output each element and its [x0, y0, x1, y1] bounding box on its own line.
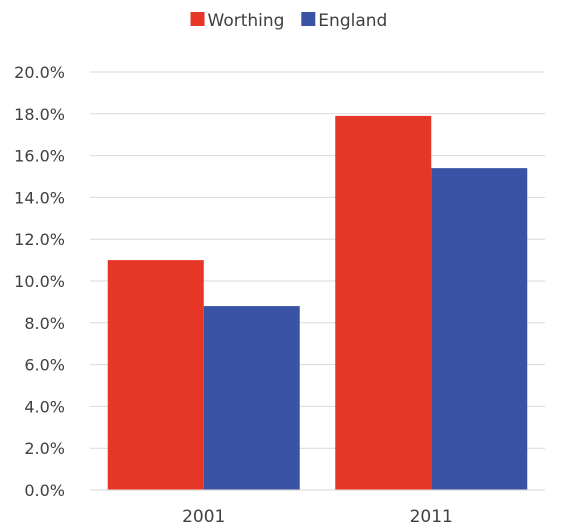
legend-swatch-england: [301, 12, 316, 26]
y-tick-label: 18.0%: [14, 105, 65, 124]
y-tick-label: 16.0%: [14, 147, 65, 166]
y-tick-label: 14.0%: [14, 188, 65, 207]
legend: Worthing England: [190, 11, 387, 31]
y-tick-label: 8.0%: [24, 314, 65, 333]
y-tick-label: 20.0%: [14, 63, 65, 82]
bars: [107, 115, 528, 490]
legend-label-worthing: Worthing: [208, 11, 285, 31]
x-tick-label: 2001: [182, 507, 225, 527]
bar-england-2011: [431, 168, 528, 490]
y-axis: 0.0% 2.0% 4.0% 6.0% 8.0% 10.0% 12.0% 14.0% 16.0%…: [14, 63, 65, 500]
y-tick-label: 2.0%: [24, 439, 65, 458]
bar-worthing-2011: [335, 115, 432, 490]
legend-label-england: England: [318, 11, 387, 31]
y-tick-label: 10.0%: [14, 272, 65, 291]
y-tick-label: 6.0%: [24, 356, 65, 375]
y-tick-label: 0.0%: [24, 481, 65, 500]
legend-swatch-worthing: [190, 12, 205, 26]
x-axis: 2001 2011: [90, 489, 545, 527]
bar-worthing-2001: [107, 260, 204, 490]
y-tick-label: 4.0%: [24, 397, 65, 416]
bar-england-2001: [203, 306, 300, 490]
x-tick-label: 2011: [410, 507, 453, 527]
y-tick-label: 12.0%: [14, 230, 65, 249]
